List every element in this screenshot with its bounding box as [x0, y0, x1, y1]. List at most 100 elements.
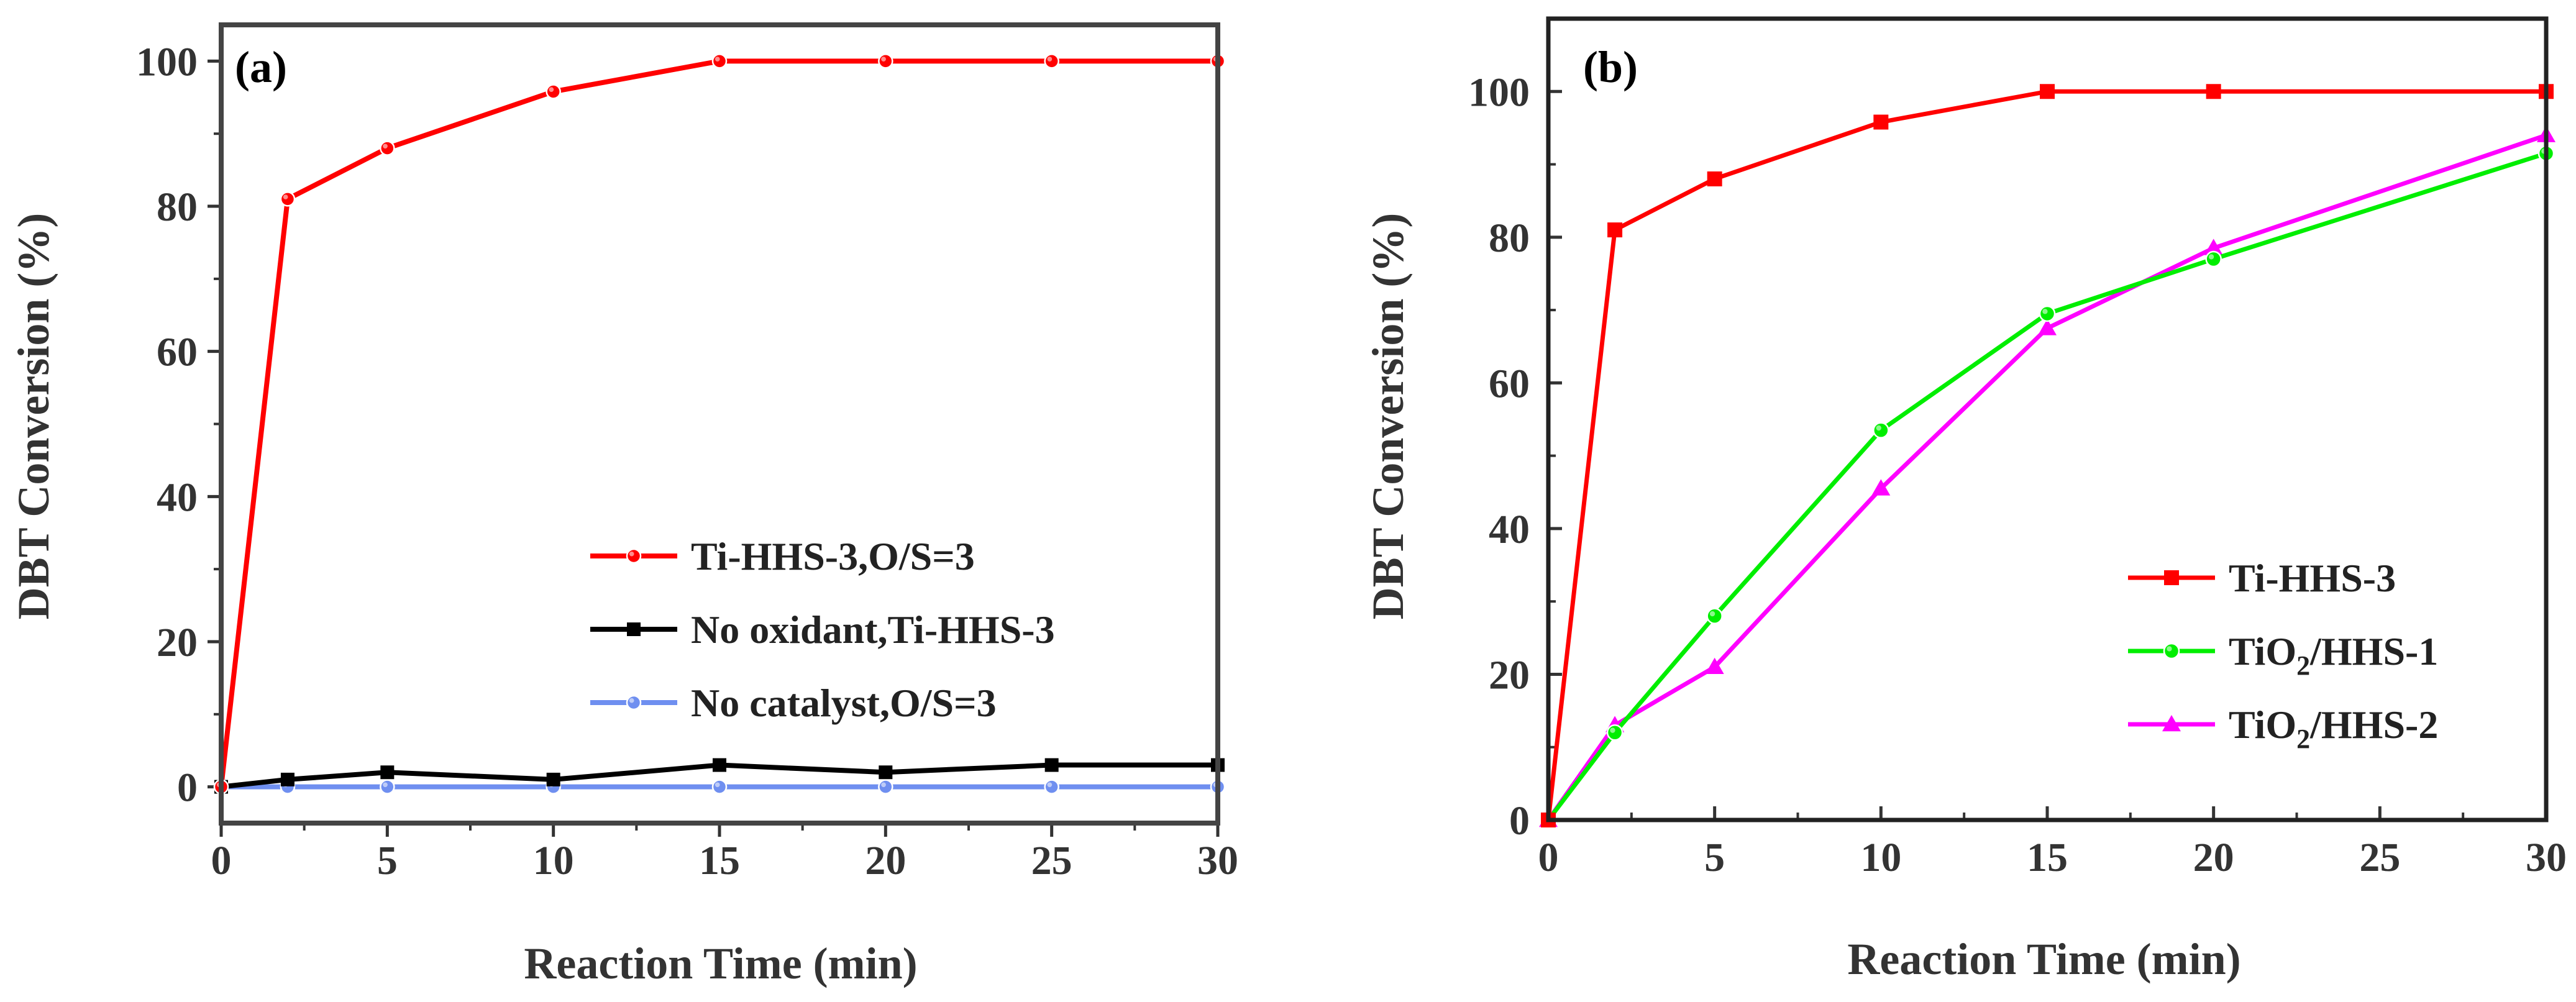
- b-y-tick-label-0: 0: [1509, 798, 1530, 844]
- a-series-ti-hhs-3-o-s-3-point-2: [280, 191, 296, 207]
- panel-a-label: (a): [235, 42, 287, 92]
- b-series-tio2-hhs-2-point-5: [1705, 657, 1724, 674]
- a-x-tick-label-5: 5: [377, 838, 398, 883]
- b-series-ti-hhs-3: [1541, 84, 2554, 827]
- b-legend-entry-tio2-hhs-2-label-part2: /HHS-2: [2309, 703, 2438, 747]
- b-series-ti-hhs-3-point-5: [1707, 171, 1722, 186]
- panel-a-legend: Ti-HHS-3,O/S=3 No oxidant,Ti-HHS-3 No cata…: [590, 534, 1055, 725]
- b-series-tio2-hhs-1-point-2-highlight: [1610, 727, 1615, 733]
- b-series-tio2-hhs-1-point-10: [1873, 422, 1889, 439]
- b-series-tio2-hhs-1-point-15-highlight: [2042, 309, 2048, 314]
- b-x-tick-label-25: 25: [2359, 835, 2400, 880]
- b-x-tick-label-5: 5: [1704, 835, 1725, 880]
- b-series-tio2-hhs-2-point-20: [2204, 239, 2223, 255]
- b-y-tick-label-60: 60: [1489, 361, 1530, 406]
- a-series-ti-hhs-3-o-s-3-point-15: [711, 53, 728, 69]
- b-legend-entry-tio2-hhs-2-marker: [2162, 715, 2181, 732]
- panel-b-series: [1539, 84, 2555, 829]
- b-legend-entry-tio2-hhs-1-label-subscript: 2: [2296, 650, 2310, 681]
- panel-a-tick-labels: 0 5 10 15 20 25 30 0 20 40 60 80 100: [136, 39, 1238, 883]
- b-series-tio2-hhs-1-point-15: [2039, 305, 2056, 322]
- a-legend-entry-ti-hhs-3-o-s-3: Ti-HHS-3,O/S=3: [590, 534, 975, 578]
- b-y-tick-label-80: 80: [1489, 216, 1530, 261]
- a-series-no-catalyst-o-s-3-point-20-highlight: [881, 782, 886, 788]
- a-legend-entry-no-oxidant-ti-hhs-3: No oxidant,Ti-HHS-3: [590, 608, 1055, 652]
- a-series-ti-hhs-3-o-s-3-point-20: [878, 53, 893, 69]
- panel-b-x-axis-title: Reaction Time (min): [1847, 934, 2240, 984]
- a-series-no-catalyst-o-s-3-point-5-highlight: [383, 782, 388, 788]
- a-series-no-catalyst-o-s-3-point-15: [711, 779, 728, 795]
- b-series-tio2-hhs-1-point-20-highlight: [2208, 254, 2214, 260]
- b-series-tio2-hhs-1-point-10-highlight: [1876, 425, 1881, 431]
- b-series-ti-hhs-3-point-10: [1873, 114, 1889, 130]
- b-y-tick-label-40: 40: [1489, 507, 1530, 552]
- b-series-tio2-hhs-2-point-10: [1871, 479, 1891, 496]
- b-x-tick-label-20: 20: [2193, 835, 2234, 880]
- a-series-ti-hhs-3-o-s-3-point-25-highlight: [1047, 57, 1053, 61]
- b-series-tio2-hhs-1-point-5: [1706, 608, 1723, 624]
- a-legend-entry-ti-hhs-3-o-s-3-marker-highlight: [629, 551, 634, 557]
- b-legend-entry-tio2-hhs-1-marker: [2163, 642, 2180, 660]
- b-x-tick-label-30: 30: [2526, 835, 2567, 880]
- b-series-ti-hhs-3-point-20: [2206, 84, 2221, 99]
- a-x-tick-label-25: 25: [1031, 838, 1072, 883]
- panel-b-legend: Ti-HHS-3 TiO2/HHS-1 TiO2/HHS-2: [2128, 556, 2438, 754]
- panel-b-frame: [1546, 16, 2549, 822]
- a-y-tick-label-60: 60: [157, 330, 198, 375]
- a-series-no-oxidant-ti-hhs-3-point-25: [1044, 758, 1059, 772]
- a-series-no-catalyst-o-s-3-point-20: [878, 779, 893, 795]
- b-series-tio2-hhs-2-point-15: [2038, 319, 2057, 335]
- a-x-tick-label-0: 0: [211, 838, 232, 883]
- a-legend-entry-no-catalyst-o-s-3-label: No catalyst,O/S=3: [691, 681, 997, 725]
- b-y-tick-label-100: 100: [1468, 70, 1530, 115]
- a-series-ti-hhs-3-o-s-3-point-15-highlight: [715, 57, 720, 61]
- b-legend-entry-tio2-hhs-1-label-part2: /HHS-1: [2309, 629, 2438, 673]
- a-y-tick-label-0: 0: [177, 765, 198, 811]
- a-series-ti-hhs-3-o-s-3-point-20-highlight: [881, 57, 886, 61]
- a-legend-entry-no-catalyst-o-s-3-marker-highlight: [629, 698, 634, 703]
- a-legend-entry-no-catalyst-o-s-3: No catalyst,O/S=3: [590, 681, 997, 725]
- a-series-no-oxidant-ti-hhs-3-point-10: [546, 772, 560, 786]
- b-legend-entry-tio2-hhs-2: TiO2/HHS-2: [2128, 703, 2438, 754]
- b-legend-entry-ti-hhs-3-marker: [2164, 570, 2179, 585]
- a-x-tick-label-30: 30: [1197, 838, 1238, 883]
- a-series-no-oxidant-ti-hhs-3-point-15: [713, 758, 726, 772]
- a-y-tick-label-80: 80: [157, 184, 198, 230]
- a-legend-entry-ti-hhs-3-o-s-3-marker: [626, 548, 642, 564]
- b-legend-entry-tio2-hhs-2-label-part1: TiO: [2229, 703, 2296, 747]
- a-legend-entry-ti-hhs-3-o-s-3-label: Ti-HHS-3,O/S=3: [691, 534, 975, 578]
- b-legend-entry-tio2-hhs-1-label-part1: TiO: [2229, 629, 2296, 673]
- b-legend-entry-ti-hhs-3: Ti-HHS-3: [2128, 556, 2396, 600]
- a-series-no-catalyst-o-s-3-point-5: [380, 779, 395, 795]
- b-series-ti-hhs-3-point-15: [2040, 84, 2055, 99]
- a-series-ti-hhs-3-o-s-3-line: [219, 58, 1218, 788]
- panel-a-y-axis-title: DBT Conversion (%): [9, 213, 58, 620]
- b-x-tick-label-0: 0: [1538, 835, 1559, 880]
- a-y-tick-label-20: 20: [157, 620, 198, 665]
- a-legend-entry-no-oxidant-ti-hhs-3-label: No oxidant,Ti-HHS-3: [691, 608, 1055, 652]
- panel-a-frame: [219, 22, 1220, 826]
- b-legend-entry-ti-hhs-3-label: Ti-HHS-3: [2229, 556, 2396, 600]
- a-series-no-catalyst-o-s-3-point-25-highlight: [1047, 782, 1053, 788]
- b-series-tio2-hhs-1-point-2: [1606, 724, 1624, 741]
- panel-a: 0 5 10 15 20 25 30 0 20 40 60 80 100 (a) Reaction Ti…: [9, 22, 1238, 988]
- b-x-tick-label-10: 10: [1860, 835, 1901, 880]
- a-series-no-oxidant-ti-hhs-3-point-20: [879, 765, 893, 780]
- a-legend-entry-no-catalyst-o-s-3-marker: [626, 695, 642, 711]
- a-series-ti-hhs-3-o-s-3-point-10-highlight: [549, 87, 554, 93]
- a-series-ti-hhs-3-o-s-3-point-10: [546, 84, 561, 99]
- panel-b-label: (b): [1583, 42, 1638, 92]
- b-series-ti-hhs-3-point-2: [1607, 222, 1623, 238]
- a-series-ti-hhs-3-o-s-3-point-25: [1044, 53, 1059, 69]
- b-series-tio2-hhs-1-point-20: [2205, 250, 2222, 268]
- b-legend-entry-tio2-hhs-2-label: TiO2/HHS-2: [2229, 703, 2438, 754]
- a-legend-entry-no-oxidant-ti-hhs-3-marker: [627, 622, 641, 636]
- a-series-ti-hhs-3-o-s-3-point-2-highlight: [283, 194, 288, 199]
- panel-b-tick-labels: 0 5 10 15 20 25 30 0 20 40 60 80 100: [1468, 70, 2567, 880]
- panel-b: 0 5 10 15 20 25 30 0 20 40 60 80 100 (b) Reaction Ti…: [1363, 16, 2567, 984]
- a-series-no-catalyst-o-s-3-point-15-highlight: [715, 782, 720, 788]
- panel-a-series: [213, 53, 1226, 795]
- b-x-tick-label-15: 15: [2027, 835, 2068, 880]
- a-series-ti-hhs-3-o-s-3-point-5-highlight: [383, 143, 388, 149]
